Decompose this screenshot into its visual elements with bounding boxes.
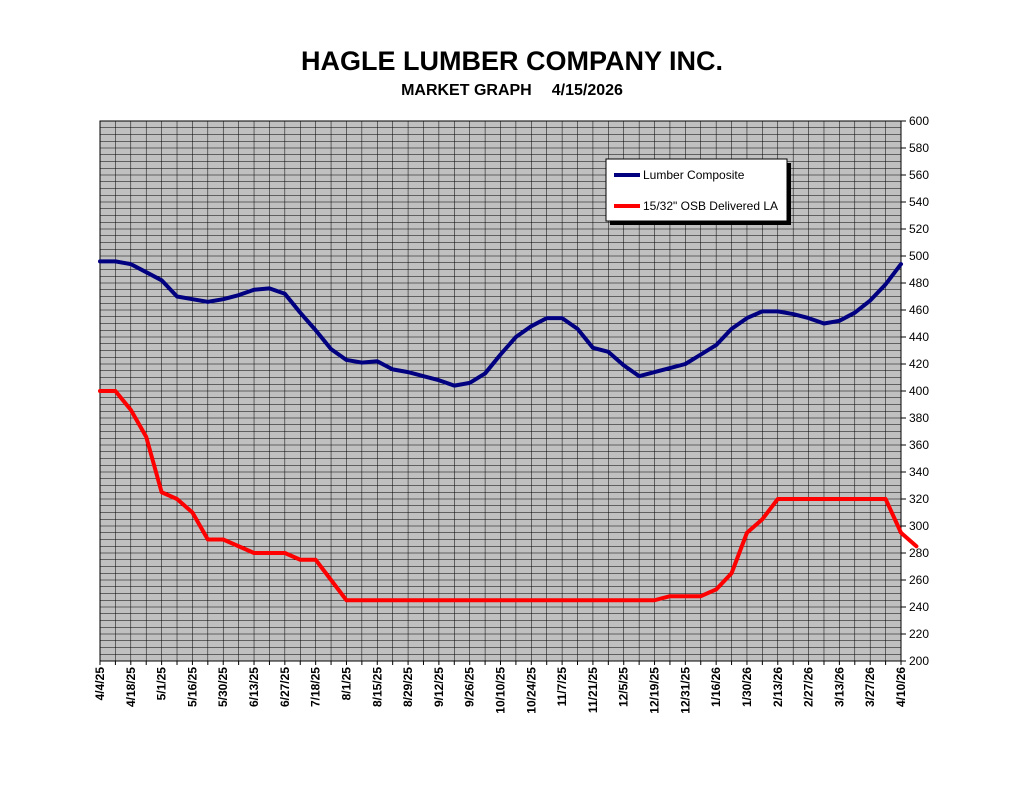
y-tick-label: 540 bbox=[909, 195, 929, 209]
legend: Lumber Composite 15/32" OSB Delivered LA bbox=[605, 158, 791, 225]
x-tick-label: 6/13/25 bbox=[247, 667, 261, 707]
legend-label-1: Lumber Composite bbox=[643, 168, 745, 182]
x-tick-label: 10/10/25 bbox=[494, 667, 508, 714]
y-tick-label: 480 bbox=[909, 276, 929, 290]
x-tick-label: 5/16/25 bbox=[185, 667, 199, 707]
x-tick-label: 12/31/25 bbox=[678, 667, 692, 714]
y-tick-label: 580 bbox=[909, 141, 929, 155]
y-tick-label: 440 bbox=[909, 330, 929, 344]
x-tick-label: 9/12/25 bbox=[432, 667, 446, 707]
y-tick-label: 280 bbox=[909, 546, 929, 560]
y-tick-label: 560 bbox=[909, 168, 929, 182]
x-tick-label: 4/10/26 bbox=[894, 667, 908, 707]
subtitle-label: MARKET GRAPH bbox=[401, 82, 532, 99]
chart-title: HAGLE LUMBER COMPANY INC. bbox=[300, 46, 723, 76]
x-tick-label: 7/18/25 bbox=[309, 667, 323, 707]
x-tick-label: 10/24/25 bbox=[524, 667, 538, 714]
series-line-2 bbox=[98, 389, 919, 603]
x-tick-label: 1/30/26 bbox=[740, 667, 754, 707]
y-tick-label: 300 bbox=[909, 519, 929, 533]
y-tick-label: 320 bbox=[909, 492, 929, 506]
y-tick-label: 520 bbox=[909, 222, 929, 236]
y-tick-label: 220 bbox=[909, 627, 929, 641]
x-tick-label: 2/27/26 bbox=[802, 667, 816, 707]
y-axis: 200 220 240 260 280 300 320 340 360 380 400 420 440 4… bbox=[901, 114, 929, 668]
y-tick-label: 420 bbox=[909, 357, 929, 371]
x-tick-label: 3/13/26 bbox=[832, 667, 846, 707]
horizontal-gridlines bbox=[100, 127, 901, 655]
x-tick-label: 11/21/25 bbox=[586, 667, 600, 713]
x-tick-label: 8/29/25 bbox=[401, 667, 415, 707]
y-tick-label: 240 bbox=[909, 600, 929, 614]
x-tick-label: 11/7/25 bbox=[555, 667, 569, 707]
x-tick-label: 3/27/26 bbox=[863, 667, 877, 707]
y-tick-label: 400 bbox=[909, 384, 929, 398]
x-axis: 4/4/25 4/18/25 5/1/25 5/16/25 5/30/25 6/13/25… bbox=[93, 661, 908, 714]
x-tick-label: 5/1/25 bbox=[155, 667, 169, 701]
series-layer bbox=[98, 259, 919, 603]
y-tick-label: 460 bbox=[909, 303, 929, 317]
x-tick-label: 4/4/25 bbox=[93, 667, 107, 701]
x-tick-label: 5/30/25 bbox=[216, 667, 230, 707]
chart-subtitle: MARKET GRAPH 4/15/2026 bbox=[0, 82, 1024, 100]
x-tick-label: 6/27/25 bbox=[278, 667, 292, 707]
legend-label-2: 15/32" OSB Delivered LA bbox=[643, 199, 778, 213]
x-tick-label: 9/26/25 bbox=[463, 667, 477, 707]
x-tick-label: 1/16/26 bbox=[709, 667, 723, 707]
y-tick-label: 200 bbox=[909, 654, 929, 668]
y-tick-label: 260 bbox=[909, 573, 929, 587]
x-tick-label: 12/19/25 bbox=[648, 667, 662, 714]
y-tick-label: 380 bbox=[909, 411, 929, 425]
y-tick-label: 340 bbox=[909, 465, 929, 479]
legend-box bbox=[605, 158, 788, 222]
subtitle-date: 4/15/2026 bbox=[551, 82, 623, 99]
y-tick-label: 600 bbox=[909, 114, 929, 128]
y-tick-label: 500 bbox=[909, 249, 929, 263]
x-tick-label: 4/18/25 bbox=[124, 667, 138, 707]
x-tick-label: 8/1/25 bbox=[339, 667, 353, 701]
y-tick-label: 360 bbox=[909, 438, 929, 452]
x-tick-label: 2/13/26 bbox=[771, 667, 785, 707]
x-tick-label: 12/5/25 bbox=[617, 667, 631, 707]
x-tick-label: 8/15/25 bbox=[370, 667, 384, 707]
series-line-1 bbox=[98, 259, 903, 388]
